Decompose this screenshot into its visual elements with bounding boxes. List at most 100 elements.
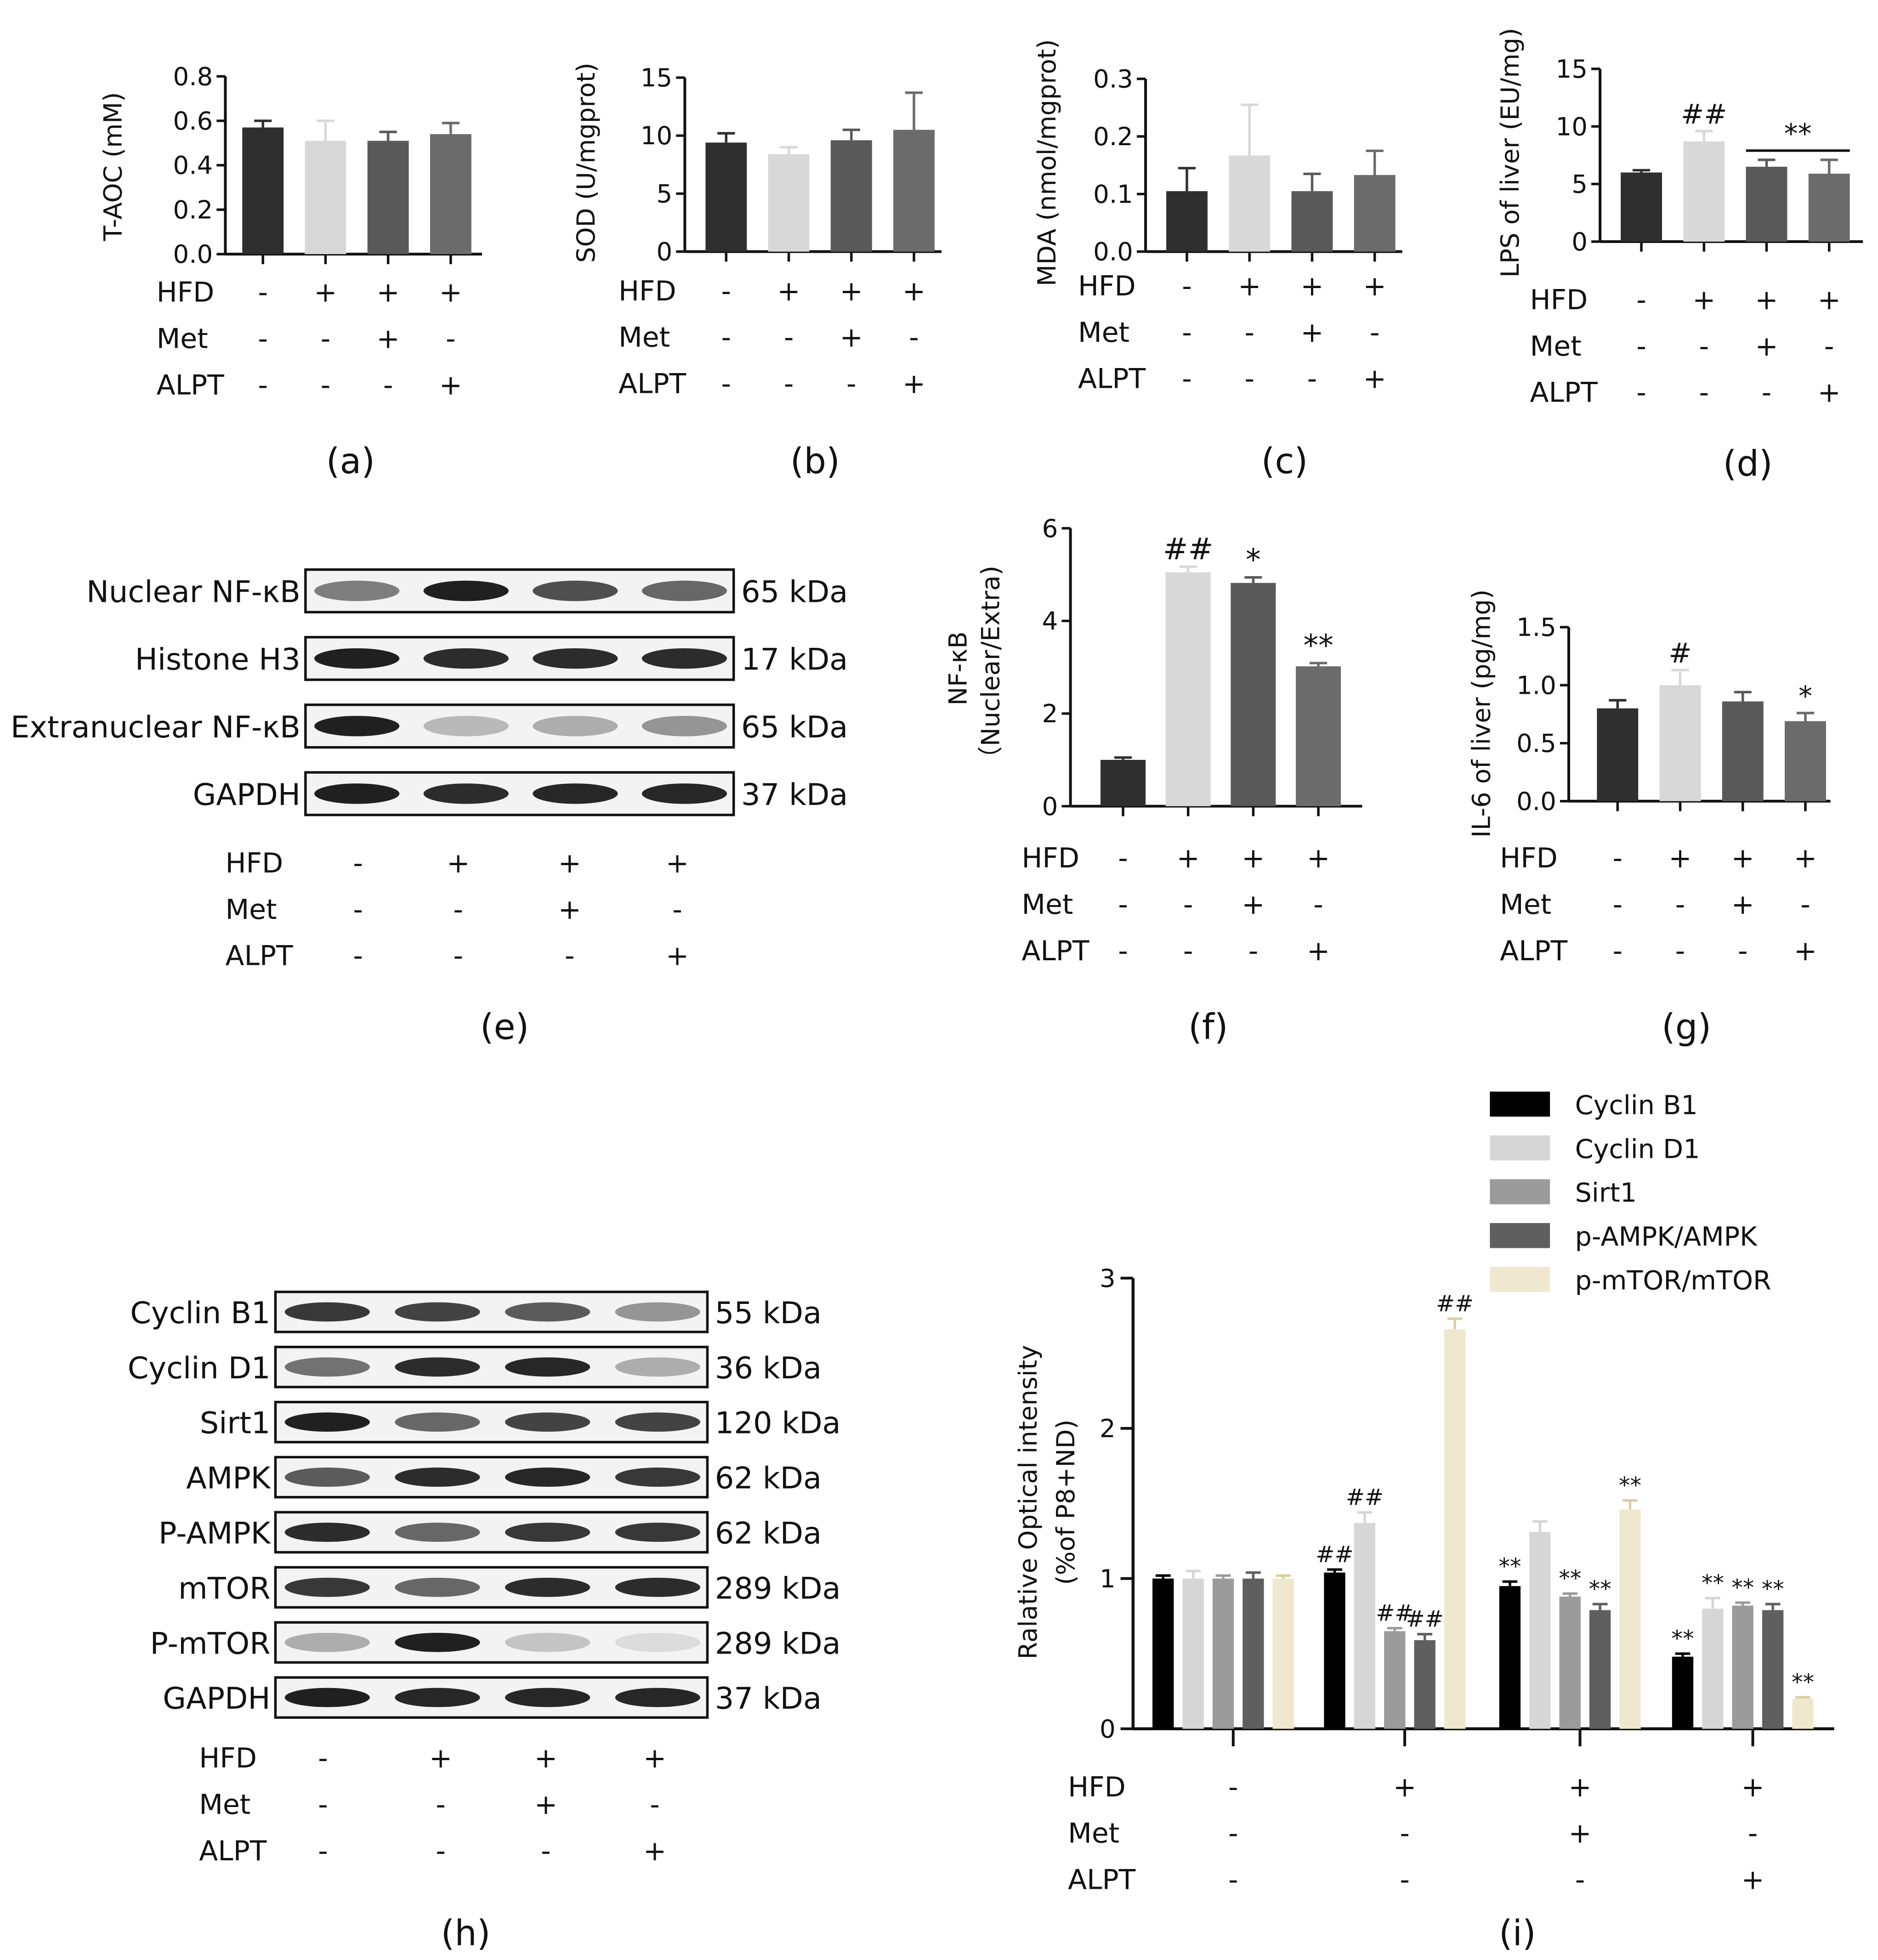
treatment-row-label-alpt: ALPT (1530, 377, 1598, 409)
treatment-sign: - (383, 369, 393, 401)
legend-label: Cyclin D1 (1575, 1134, 1700, 1164)
legend-label: p-mTOR/mTOR (1575, 1265, 1771, 1296)
treatment-row-label-met: Met (199, 1789, 250, 1821)
treatment-sign: + (314, 277, 337, 309)
blot-band (395, 1467, 480, 1487)
y-tick-label: 0 (1572, 227, 1588, 256)
treatment-sign: + (377, 277, 400, 309)
blot-band (641, 783, 727, 804)
blot-band (423, 716, 509, 736)
bar-cyclin-b1 (1499, 1586, 1521, 1729)
treatment-row-label-met: Met (1500, 889, 1551, 921)
treatment-sign: + (1242, 889, 1265, 921)
significance-label: ## (1163, 532, 1214, 566)
blot-band (314, 716, 400, 736)
blot-protein-label: GAPDH (163, 1681, 270, 1716)
bar-1 (1621, 172, 1662, 242)
blot-band (284, 1688, 370, 1707)
blot-band (505, 1302, 590, 1322)
significance-label: ** (1702, 1569, 1724, 1596)
treatment-sign: - (1313, 889, 1323, 921)
bar-p-mtor-mtor (1792, 1699, 1814, 1729)
y-axis-label: NF-κB (943, 631, 972, 705)
y-tick-label: 0.8 (173, 62, 213, 91)
y-tick-label: 1.0 (1516, 670, 1556, 700)
bar-3 (1722, 701, 1764, 801)
treatment-sign: - (258, 323, 268, 355)
treatment-sign: - (784, 322, 794, 354)
y-tick-label: 1.5 (1516, 612, 1556, 642)
treatment-sign: + (1307, 842, 1330, 874)
y-tick-label: 15 (1556, 54, 1588, 84)
bar-2 (1683, 141, 1725, 242)
blot-kda-label: 37 kDa (741, 777, 848, 812)
blot-protein-label: Cyclin D1 (128, 1351, 271, 1386)
significance-label: ** (1619, 1472, 1641, 1498)
treatment-sign: + (1794, 842, 1817, 874)
bar-1 (1100, 759, 1146, 806)
treatment-sign: + (1242, 842, 1265, 874)
treatment-sign: + (666, 847, 689, 879)
treatment-sign: - (1183, 935, 1193, 967)
bar-cyclin-d1 (1529, 1532, 1551, 1729)
treatment-sign: + (1307, 935, 1330, 967)
y-tick-label: 0.2 (1093, 122, 1133, 151)
blot-band (395, 1302, 480, 1322)
blot-band (395, 1688, 480, 1707)
significance-label: ** (1762, 1575, 1784, 1602)
y-axis-label: LPS of liver (EU/mg) (1495, 28, 1525, 278)
y-axis-label: （Nuclear/Extra) (976, 566, 1005, 771)
y-tick-label: 0.1 (1093, 179, 1133, 209)
y-tick-label: 5 (656, 179, 672, 208)
treatment-row-label-met: Met (1021, 889, 1073, 921)
treatment-sign: - (721, 368, 731, 400)
treatment-row-label-met: Met (618, 322, 670, 354)
blot-band (395, 1632, 480, 1652)
treatment-sign: + (1363, 270, 1386, 302)
treatment-sign: - (318, 1835, 328, 1867)
treatment-sign: + (429, 1742, 452, 1774)
treatment-sign: - (1636, 284, 1646, 316)
significance-label: ** (1589, 1575, 1611, 1602)
blot-kda-label: 62 kDa (715, 1461, 822, 1496)
bar-cyclin-d1 (1182, 1578, 1204, 1729)
treatment-row-label-alpt: ALPT (199, 1835, 267, 1867)
treatment-sign: - (321, 369, 331, 401)
treatment-sign: + (840, 275, 863, 307)
bar-4 (1785, 721, 1826, 801)
treatment-sign: + (1818, 284, 1841, 316)
blot-band (615, 1357, 700, 1377)
bar-1 (242, 127, 284, 255)
significance-label: ** (1792, 1669, 1814, 1695)
treatment-sign: - (1182, 270, 1192, 302)
bar-cyclin-b1 (1152, 1578, 1174, 1729)
bar-sirt1 (1559, 1597, 1581, 1729)
treatment-sign: - (446, 323, 456, 355)
treatment-sign: + (1731, 889, 1754, 921)
bar-3 (830, 140, 872, 252)
treatment-sign: - (1228, 1864, 1238, 1896)
bar-4 (1354, 175, 1396, 252)
legend-swatch (1490, 1135, 1550, 1161)
treatment-sign: - (353, 847, 363, 879)
treatment-sign: - (1636, 377, 1646, 409)
bar-3 (1231, 583, 1276, 806)
y-tick-label: 1 (1100, 1564, 1116, 1593)
bar-3 (1291, 191, 1333, 252)
treatment-sign: - (1675, 889, 1685, 921)
significance-label: * (1799, 680, 1812, 713)
blot-kda-label: 289 kDa (715, 1571, 841, 1606)
panel-label-g: (g) (1662, 1006, 1711, 1047)
bar-4 (1296, 666, 1341, 806)
blot-protein-label: Histone H3 (135, 642, 301, 677)
treatment-sign: - (846, 368, 857, 400)
treatment-row-label-alpt: ALPT (618, 368, 687, 400)
blot-band (533, 648, 618, 669)
treatment-sign: - (565, 940, 575, 972)
significance-label: ## (1316, 1541, 1353, 1568)
blot-protein-label: Sirt1 (200, 1406, 271, 1441)
y-tick-label: 4 (1042, 606, 1058, 636)
blot-protein-label: Extranuclear NF-κB (11, 710, 301, 745)
blot-band (505, 1632, 590, 1652)
treatment-sign: - (1182, 317, 1192, 349)
